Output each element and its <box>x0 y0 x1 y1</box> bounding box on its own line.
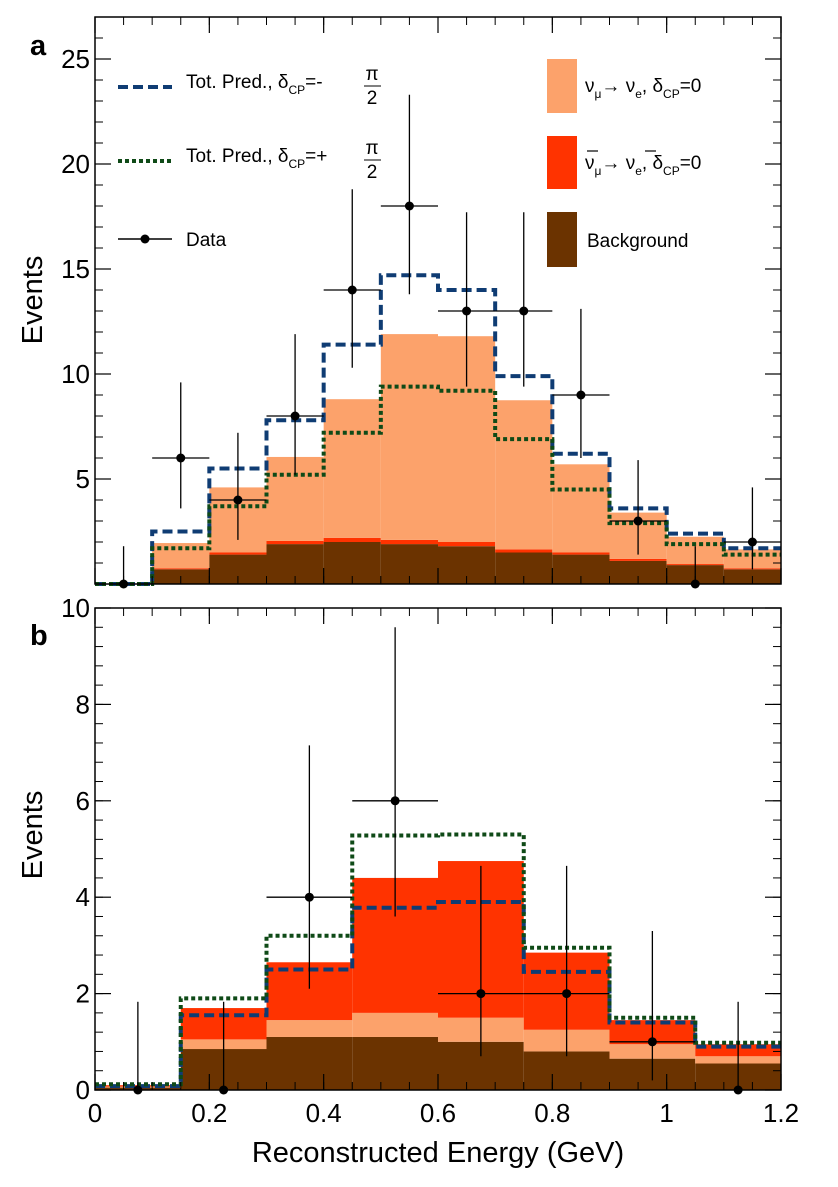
hist-bar-nuebar <box>152 568 210 570</box>
panel-a-y-axis-title: Events <box>17 256 49 345</box>
x-tick-label: 0 <box>88 1098 102 1128</box>
panel-b-letter: b <box>30 620 48 652</box>
panel-a-data-points <box>119 94 781 589</box>
x-tick-label: 0.6 <box>420 1098 456 1128</box>
legend-entry-data: Data <box>118 230 227 251</box>
y-tick-label: 6 <box>76 786 90 816</box>
data-point <box>304 892 314 902</box>
y-tick-label: 8 <box>76 689 90 719</box>
legend-label-pred-plus: Tot. Pred., δCP=+ <box>186 146 327 171</box>
panel-b-frame <box>94 607 782 1091</box>
legend-pi-num-minus: π <box>365 64 378 85</box>
panel-a-axis-ticks: 5 10 15 20 25 <box>61 16 782 585</box>
y-tick-label: 10 <box>61 359 90 389</box>
data-point <box>576 390 586 400</box>
panel-a: 5 10 15 20 25 a Events Tot. Pred., δCP=- π 2… <box>17 16 782 589</box>
hist-bar-nuebar <box>552 552 610 555</box>
hist-bar-nuebar <box>609 558 667 561</box>
legend-label-nue: νμ→ νe, δCP=0 <box>585 76 701 101</box>
legend-pi-den-plus: 2 <box>367 162 378 183</box>
hist-bar-nue <box>323 399 381 538</box>
data-point <box>647 1037 657 1047</box>
x-tick-label: 1 <box>659 1098 673 1128</box>
y-tick-label: 15 <box>61 254 90 284</box>
hist-bar-nuebar <box>209 552 267 555</box>
data-point <box>519 306 529 316</box>
x-tick-label: 0.4 <box>306 1098 342 1128</box>
panel-a-prediction-steps <box>95 273 781 586</box>
legend-swatch-background <box>547 212 577 267</box>
panel-a-frame <box>94 16 782 585</box>
y-tick-label: 25 <box>61 44 90 74</box>
legend-swatch-data-marker <box>140 234 150 244</box>
hist-bar-nue <box>495 400 553 550</box>
legend-entry-pred-plus: Tot. Pred., δCP=+ π 2 <box>118 138 381 183</box>
legend-entry-pred-minus: Tot. Pred., δCP=- π 2 <box>118 64 381 109</box>
panel-a-letter: a <box>30 30 47 62</box>
y-tick-label: 2 <box>76 979 90 1009</box>
data-point <box>747 537 757 547</box>
data-point <box>562 989 572 999</box>
y-tick-label: 4 <box>76 882 90 912</box>
legend-pi-den-minus: 2 <box>367 88 378 109</box>
data-point <box>633 516 643 526</box>
legend-label-nuebar: νμ→ νe, δCP=0 <box>585 153 701 178</box>
hist-bar-nuebar <box>495 549 553 553</box>
panel-b: 0 2 4 6 8 10 b Events <box>17 593 782 1105</box>
data-point <box>290 411 300 421</box>
hist-bar-nuebar <box>266 540 324 545</box>
step-line-pred_minus <box>95 273 781 586</box>
legend-entry-nuebar: νμ→ νe, δCP=0 <box>547 136 701 189</box>
x-tick-label: 1.2 <box>763 1098 799 1128</box>
hist-bar-nue <box>352 1012 438 1037</box>
x-axis: 0 0.2 0.4 0.6 0.8 1 1.2 <box>88 1098 799 1128</box>
data-point <box>176 453 186 463</box>
legend-entry-nue: νμ→ νe, δCP=0 <box>547 59 701 113</box>
data-point <box>462 306 472 316</box>
x-tick-label: 0.8 <box>534 1098 570 1128</box>
hist-bar-background <box>523 1051 610 1090</box>
legend: Tot. Pred., δCP=- π 2 Tot. Pred., δCP=+ … <box>118 59 701 267</box>
legend-swatch-nue <box>547 59 577 113</box>
panel-b-y-axis-title: Events <box>17 791 49 880</box>
hist-bar-nuebar <box>323 537 381 542</box>
legend-label-data: Data <box>186 230 227 251</box>
hist-bar-nue <box>552 464 610 553</box>
panel-b-data-points <box>133 627 743 1095</box>
hist-bar-nue <box>266 1020 353 1037</box>
y-tick-label: 5 <box>76 464 90 494</box>
data-point <box>347 285 357 295</box>
legend-label-pred-minus: Tot. Pred., δCP=- <box>186 72 323 97</box>
hist-bar-nuebar <box>380 539 438 545</box>
hist-bar-background <box>266 1036 353 1090</box>
hist-bar-background <box>609 560 667 584</box>
data-point <box>476 989 486 999</box>
data-point <box>390 796 400 806</box>
panel-a-stacked-histogram <box>152 334 781 584</box>
legend-swatch-nuebar <box>547 136 577 189</box>
hist-bar-background <box>352 1036 438 1090</box>
data-point <box>233 495 243 505</box>
data-point <box>404 201 414 211</box>
panel-b-stacked-histogram <box>95 861 781 1090</box>
x-tick-label: 0.2 <box>191 1098 227 1128</box>
y-tick-label: 20 <box>61 149 90 179</box>
hist-bar-nue <box>380 334 438 540</box>
legend-entry-background: Background <box>547 212 688 267</box>
step-line-pred_plus <box>95 384 781 586</box>
x-axis-title: Reconstructed Energy (GeV) <box>252 1137 624 1169</box>
panel-b-axis-ticks: 0 2 4 6 8 10 <box>61 593 782 1105</box>
legend-pi-num-plus: π <box>365 138 378 159</box>
legend-label-background: Background <box>587 231 688 252</box>
hist-bar-nuebar <box>438 542 496 547</box>
y-tick-label: 10 <box>61 593 90 623</box>
y-tick-label: 0 <box>76 1075 90 1105</box>
